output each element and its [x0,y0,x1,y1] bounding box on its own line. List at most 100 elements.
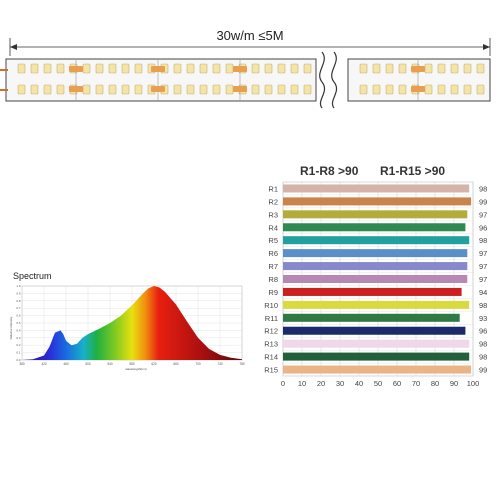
strip-break-mark [319,51,326,109]
led-chip [359,63,368,74]
spectrum-xlabel: wavelength(nm) [125,367,146,371]
cri-category-label: R11 [265,314,278,323]
led-chip [303,63,312,74]
cri-x-tick-label: 40 [355,379,363,388]
led-chip [95,84,104,95]
cri-x-tick-label: 10 [298,379,306,388]
cri-value-label: 99 [479,197,487,206]
spectrum-ylabel: Relative intensity [9,316,13,339]
spectrum-x-tick-label: 380 [19,362,25,366]
led-chip [43,84,52,95]
spectrum-y-tick-label: 0.3 [16,336,21,340]
cri-value-label: 97 [479,262,487,271]
led-chip [476,84,485,95]
spectrum-x-tick-label: 780 [239,362,245,366]
spectrum-x-tick-label: 580 [129,362,135,366]
led-chip [43,63,52,74]
cri-value-label: 98 [479,353,487,362]
spectrum-title: Spectrum [13,271,52,281]
cri-x-tick-label: 30 [336,379,344,388]
cri-bar-r5 [283,236,470,245]
cri-bar-r8 [283,274,468,284]
led-chip [476,63,485,74]
led-chip [186,63,195,74]
led-chip [173,84,182,95]
spectrum-y-tick-label: 0.6 [16,314,21,318]
cri-x-tick-label: 0 [281,379,285,388]
spectrum-y-tick-label: 0.8 [16,299,21,303]
led-chip [264,63,273,74]
spectrum-y-tick-label: 0.1 [16,351,21,355]
spectrum-x-tick-label: 540 [107,362,113,366]
led-chip [56,63,65,74]
cri-value-label: 99 [479,366,487,375]
led-chip [290,84,299,95]
solder-pad [233,86,247,92]
spectrum-y-tick-label: 0.4 [16,328,21,332]
led-chip [372,84,381,95]
cri-title-r1-r15: R1-R15 >90 [380,164,446,178]
led-chip [17,84,26,95]
cri-bar-r11 [283,313,460,322]
led-chip [385,84,394,95]
cri-value-label: 96 [479,327,487,336]
spectrum-x-tick-label: 660 [173,362,179,366]
led-chip [450,84,459,95]
led-chip [277,84,286,95]
strip-length-label: 30w/m ≤5M [216,28,284,43]
cri-category-label: R3 [268,210,278,219]
led-chip [17,63,26,74]
spectrum-x-tick-label: 460 [63,362,69,366]
led-chip [277,63,286,74]
led-chip [108,84,117,95]
cri-x-tick-label: 70 [412,379,420,388]
led-chip [186,84,195,95]
led-chip [199,84,208,95]
spectrum-x-tick-label: 700 [195,362,201,366]
spectrum-x-tick-label: 740 [217,362,223,366]
led-chip [199,63,208,74]
cri-x-tick-label: 60 [393,379,401,388]
led-chip [437,84,446,95]
cri-category-label: R2 [268,197,278,206]
led-chip [134,63,143,74]
cri-title-r1-r8: R1-R8 >90 [300,164,359,178]
cri-category-label: R10 [264,301,278,310]
led-chip [463,63,472,74]
cri-x-tick-label: 100 [467,379,480,388]
cri-category-label: R8 [268,275,278,284]
led-chip [30,63,39,74]
led-chip [56,84,65,95]
solder-pad [411,86,425,92]
solder-pad [411,66,425,72]
cri-bar-r1 [283,184,470,193]
led-chip [303,84,312,95]
cri-bar-r6 [283,249,468,258]
led-chip [251,84,260,95]
cri-value-label: 96 [479,223,487,232]
cri-category-label: R9 [268,288,278,297]
cri-bar-r7 [283,262,468,271]
spectrum-y-tick-label: 0.5 [16,321,21,325]
solder-pad [233,66,247,72]
solder-pad [151,66,165,72]
cri-category-label: R7 [268,262,278,271]
cri-value-label: 97 [479,275,487,284]
cri-category-label: R1 [268,184,278,193]
cri-category-label: R13 [264,340,278,349]
cri-category-label: R12 [264,327,278,336]
led-chip [173,63,182,74]
spectrum-y-tick-label: 0.9 [16,291,21,295]
led-chip [121,84,130,95]
led-chip [372,63,381,74]
spectrum-y-tick-label: 0.2 [16,343,21,347]
led-chip [251,63,260,74]
led-chip [437,63,446,74]
cri-x-tick-label: 90 [450,379,458,388]
cri-category-label: R6 [268,249,278,258]
led-chip [290,63,299,74]
solder-pad [69,66,83,72]
cri-category-label: R5 [268,236,278,245]
led-chip [108,63,117,74]
